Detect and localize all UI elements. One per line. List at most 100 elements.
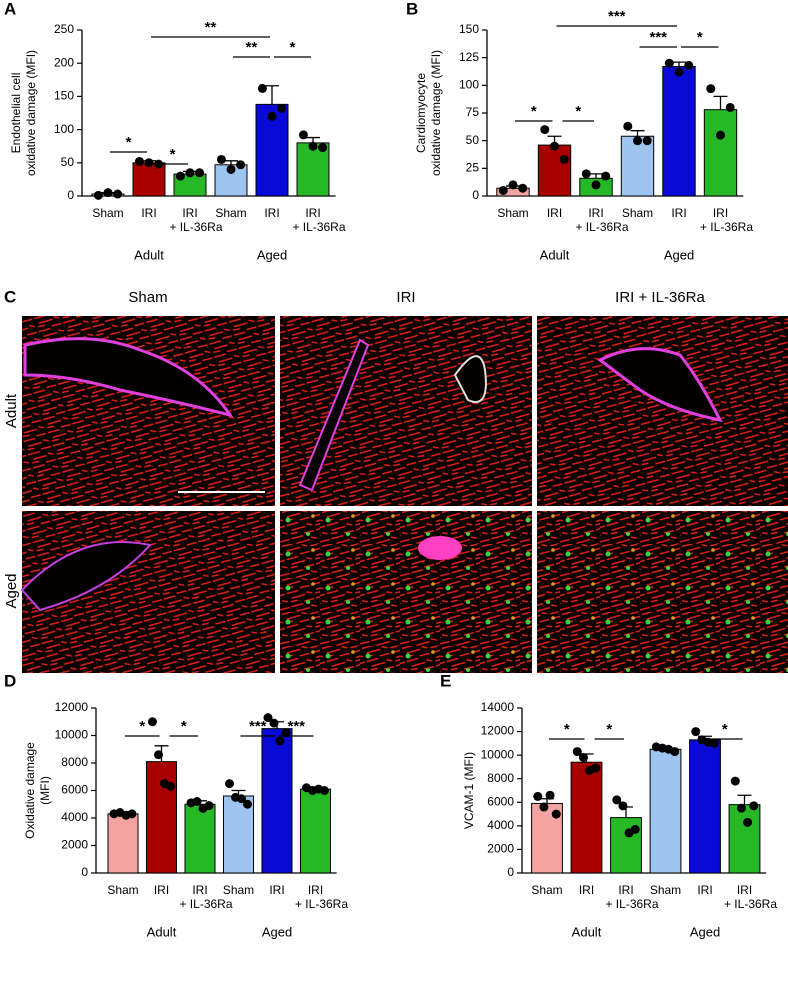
data-point	[572, 747, 582, 757]
data-point	[559, 154, 569, 164]
image-panel: C Sham IRI IRI + IL-36Ra Adult Aged	[3, 287, 788, 673]
data-point	[533, 791, 543, 801]
bar	[689, 739, 721, 874]
data-point	[670, 747, 680, 757]
x-tick-label: Sham	[215, 206, 246, 220]
y-tick-label: 100	[459, 78, 479, 92]
group-label: Adult	[134, 247, 164, 262]
significance-label: *	[531, 103, 537, 120]
data-point	[226, 164, 236, 174]
data-point	[725, 102, 735, 112]
data-point	[591, 763, 601, 773]
y-tick-label: 4000	[61, 810, 88, 824]
x-tick-label: + IL-36Ra	[169, 220, 222, 234]
x-tick-label: IRI	[154, 883, 169, 897]
y-tick-label: 0	[507, 865, 514, 879]
data-point	[518, 183, 528, 193]
data-point	[267, 111, 277, 121]
data-point	[192, 797, 202, 806]
data-point	[736, 803, 746, 813]
x-tick-label: IRI	[264, 206, 279, 220]
group-label: Adult	[572, 924, 602, 939]
error-bar	[672, 61, 686, 67]
y-tick-label: 12000	[55, 700, 89, 714]
y-axis-label: Oxidative damage	[23, 742, 37, 839]
data-point	[134, 156, 144, 166]
micrograph	[537, 316, 788, 506]
data-point	[550, 141, 559, 151]
x-tick-label: IRI	[579, 883, 594, 897]
y-tick-label: 6000	[61, 783, 88, 797]
error-bar	[540, 798, 554, 804]
x-tick-label: IRI	[697, 883, 712, 897]
y-tick-label: 100	[54, 122, 74, 136]
vessel	[20, 541, 152, 612]
data-point	[277, 103, 287, 113]
bar	[107, 813, 139, 874]
bar	[261, 728, 293, 874]
data-point	[103, 188, 113, 198]
data-point	[237, 794, 247, 804]
y-tick-label: 10000	[55, 728, 89, 742]
x-tick-label: Sham	[650, 883, 681, 897]
significance-label: *	[575, 103, 581, 120]
bar	[299, 788, 332, 874]
panel-label: D	[4, 671, 16, 690]
y-tick-label: 150	[54, 89, 74, 103]
data-point	[185, 168, 195, 178]
significance-label: *	[290, 39, 296, 56]
data-point	[730, 776, 740, 786]
y-tick-label: 14000	[481, 700, 515, 714]
y-tick-label: 75	[466, 105, 480, 119]
group-label: Aged	[664, 247, 694, 262]
vessel	[23, 337, 234, 418]
x-tick-label: IRI	[141, 206, 156, 220]
bar	[703, 109, 738, 197]
y-axis-label: (MFI)	[38, 776, 52, 805]
y-tick-label: 50	[466, 133, 480, 147]
data-point	[243, 799, 253, 809]
group-label: Aged	[262, 924, 292, 939]
data-point	[275, 736, 285, 746]
bar	[222, 795, 255, 874]
data-point	[320, 786, 330, 795]
data-point	[716, 130, 725, 140]
data-point	[147, 717, 157, 727]
data-point	[684, 60, 694, 70]
x-tick-label: Sham	[497, 206, 528, 220]
data-point	[706, 84, 716, 94]
x-tick-label: + IL-36Ra	[295, 897, 348, 911]
vessel	[418, 536, 462, 560]
y-tick-label: 4000	[487, 818, 514, 832]
data-point	[539, 802, 549, 812]
x-tick-label: IRI	[182, 206, 197, 220]
data-point	[166, 781, 176, 791]
data-point	[204, 801, 214, 811]
data-point	[630, 824, 640, 834]
group-label: Aged	[690, 924, 720, 939]
data-point	[664, 58, 674, 68]
y-tick-label: 8000	[61, 755, 88, 769]
significance-label: *	[181, 718, 187, 735]
vessel	[298, 338, 370, 492]
data-point	[642, 136, 652, 146]
x-tick-label: + IL-36Ra	[292, 220, 345, 234]
x-tick-label: + IL-36Ra	[724, 897, 777, 911]
panel-label: C	[4, 287, 16, 306]
y-axis-label: oxidative damage (MFI)	[24, 50, 38, 176]
column-title: IRI	[396, 289, 415, 306]
data-point	[618, 801, 628, 811]
data-point	[153, 750, 163, 760]
significance-label: *	[564, 721, 570, 738]
x-tick-label: IRI	[713, 206, 728, 220]
y-axis-label: Endothelial cell	[9, 73, 23, 154]
y-tick-label: 2000	[487, 842, 514, 856]
data-point	[318, 143, 328, 153]
data-point	[93, 190, 103, 200]
x-tick-label: Sham	[107, 883, 138, 897]
significance-label: *	[170, 146, 176, 163]
x-tick-label: IRI	[618, 883, 633, 897]
error-bar	[589, 173, 603, 179]
error-bar	[737, 794, 752, 805]
